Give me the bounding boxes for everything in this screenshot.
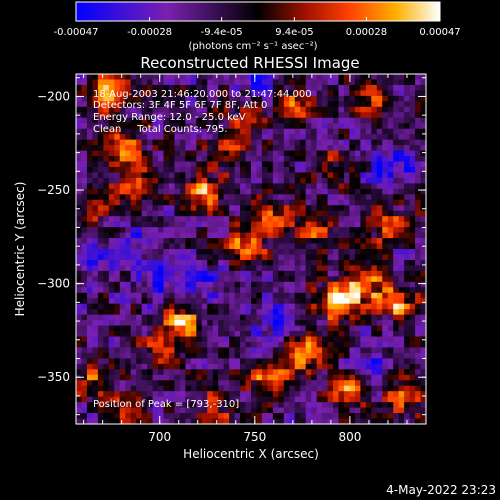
chart-title: Reconstructed RHESSI Image <box>140 54 359 72</box>
colorbar-tick-label: -0.00028 <box>127 27 172 38</box>
colorbar-tick-label: 0.00047 <box>419 27 460 38</box>
x-tick-label: 750 <box>243 430 266 444</box>
colorbar-tick-label: -0.00047 <box>54 27 99 38</box>
footer-timestamp: 4-May-2022 23:23 <box>386 483 496 497</box>
x-tick-label: 800 <box>338 430 361 444</box>
annotation-energy-range: Energy Range: 12.0 - 25.0 keV <box>93 112 246 123</box>
plot-axes: 700 750 800 −200 −250 −300 −350 <box>37 74 427 444</box>
colorbar-unit: (photons cm⁻² s⁻¹ asec⁻²) <box>188 41 317 52</box>
y-tick-label: −350 <box>37 370 70 384</box>
colorbar-tick-label: 0.00028 <box>346 27 387 38</box>
colorbar <box>75 1 441 22</box>
annotation-clean-counts: Clean Total Counts: 795. <box>93 124 228 135</box>
y-tick-label: −250 <box>37 183 70 197</box>
plot-frame <box>75 73 427 425</box>
annotation-time-range: 18-Aug-2003 21:46:20.000 to 21:47:44.000 <box>93 89 312 100</box>
x-axis-label: Heliocentric X (arcsec) <box>183 447 319 461</box>
x-tick-label: 700 <box>148 430 171 444</box>
colorbar-tick-label: 9.4e-05 <box>275 27 313 38</box>
colorbar-tick-label: -9.4e-05 <box>201 27 243 38</box>
y-tick-label: −200 <box>37 89 70 103</box>
y-tick-label: −300 <box>37 277 70 291</box>
y-axis-label: Heliocentric Y (arcsec) <box>13 182 27 317</box>
annotation-peak-position: Position of Peak = [793,-310] <box>93 399 239 410</box>
plot-annotations: 18-Aug-2003 21:46:20.000 to 21:47:44.000… <box>93 89 312 410</box>
annotation-detectors: Detectors: 3F 4F 5F 6F 7F 8F, Att 0 <box>93 100 267 111</box>
heatmap-image <box>76 74 427 425</box>
colorbar-ticks: -0.00047 -0.00028 -9.4e-05 9.4e-05 0.00028 0.… <box>54 17 461 38</box>
